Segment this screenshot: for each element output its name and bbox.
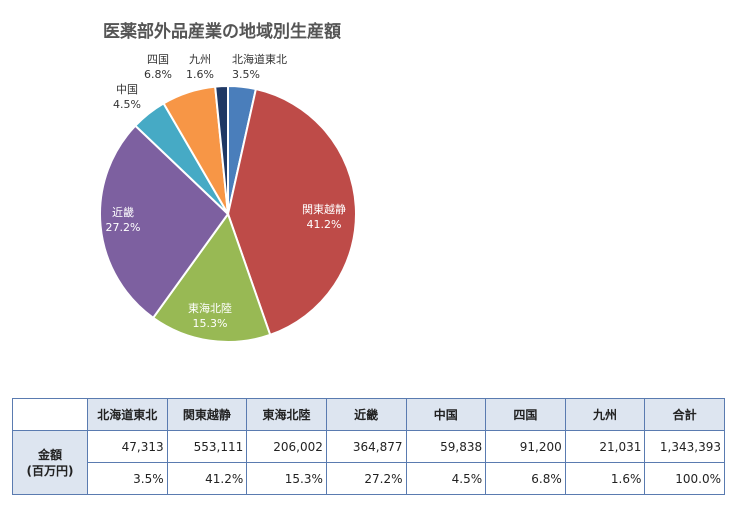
amount-cell: 364,877 (325, 430, 407, 463)
amount-cell: 91,200 (485, 430, 566, 463)
percent-cell: 1.6% (564, 462, 646, 495)
percent-cell: 6.8% (485, 462, 566, 495)
amount-cell: 553,111 (166, 430, 248, 463)
col-header-chugoku: 中国 (405, 398, 487, 431)
pie-slice (151, 211, 272, 343)
slice-percent-label: 3.5% (232, 68, 260, 81)
row-header-line1: 金額 (37, 447, 62, 462)
slice-category-label: 東海北陸 (188, 301, 232, 315)
slice-category-label: 四国 (147, 53, 169, 66)
col-header-kinki: 近畿 (325, 398, 407, 431)
amount-cell: 206,002 (246, 430, 327, 463)
amount-cell-total: 1,343,393 (644, 430, 725, 463)
slice-category-label: 九州 (189, 53, 211, 66)
pie-slice (226, 87, 357, 337)
slice-percent-label: 1.6% (186, 68, 214, 81)
slice-percent-label: 6.8% (144, 68, 172, 81)
col-header-shikoku: 四国 (485, 398, 566, 431)
table-corner-cell (12, 398, 88, 431)
pie-slice (99, 124, 230, 320)
amount-cell: 47,313 (87, 430, 168, 463)
percent-cell: 4.5% (405, 462, 487, 495)
chart-title: 医薬部外品産業の地域別生産額 (103, 21, 341, 42)
table-header-row: 北海道東北 関東越静 東海北陸 近畿 中国 四国 九州 合計 (12, 398, 725, 431)
row-header-line2: (百万円) (26, 463, 74, 478)
percent-cell: 15.3% (246, 462, 327, 495)
slice-category-label: 中国 (116, 83, 138, 96)
amount-cell: 21,031 (564, 430, 646, 463)
pie-slice (214, 84, 229, 215)
percent-cell: 27.2% (325, 462, 407, 495)
col-header-tokai-hokuriku: 東海北陸 (246, 398, 327, 431)
slice-percent-label: 15.3% (193, 317, 228, 330)
col-header-kyushu: 九州 (564, 398, 646, 431)
percent-cell-total: 100.0% (644, 462, 725, 495)
percent-cell: 3.5% (87, 462, 168, 495)
amount-cell: 59,838 (405, 430, 487, 463)
col-header-total: 合計 (644, 398, 725, 431)
slice-category-label: 北海道東北 (232, 52, 287, 66)
col-header-hokkaido-tohoku: 北海道東北 (87, 398, 168, 431)
slice-category-label: 近畿 (112, 205, 134, 219)
pie-chart: 医薬部外品産業の地域別生産額 北海道東北 3.5% 関東越静 41.2% 東海北陸 15.… (99, 21, 357, 343)
percent-cell: 41.2% (166, 462, 248, 495)
slice-percent-label: 27.2% (106, 221, 141, 234)
table-row-amount: 金額 (百万円) 47,313 553,111 206,002 364,877 … (12, 430, 725, 495)
slice-category-label: 関東越静 (302, 202, 346, 216)
row-header-amount: 金額 (百万円) (12, 430, 88, 495)
col-header-kanto-essei: 関東越静 (166, 398, 248, 431)
slice-percent-label: 41.2% (307, 218, 342, 231)
slice-percent-label: 4.5% (113, 98, 141, 111)
table-row-percent: 3.5% 41.2% 15.3% 27.2% 4.5% 6.8% 1.6% 10… (13, 462, 725, 495)
data-table: 北海道東北 関東越静 東海北陸 近畿 中国 四国 九州 合計 金額 (百万円) … (12, 398, 725, 495)
